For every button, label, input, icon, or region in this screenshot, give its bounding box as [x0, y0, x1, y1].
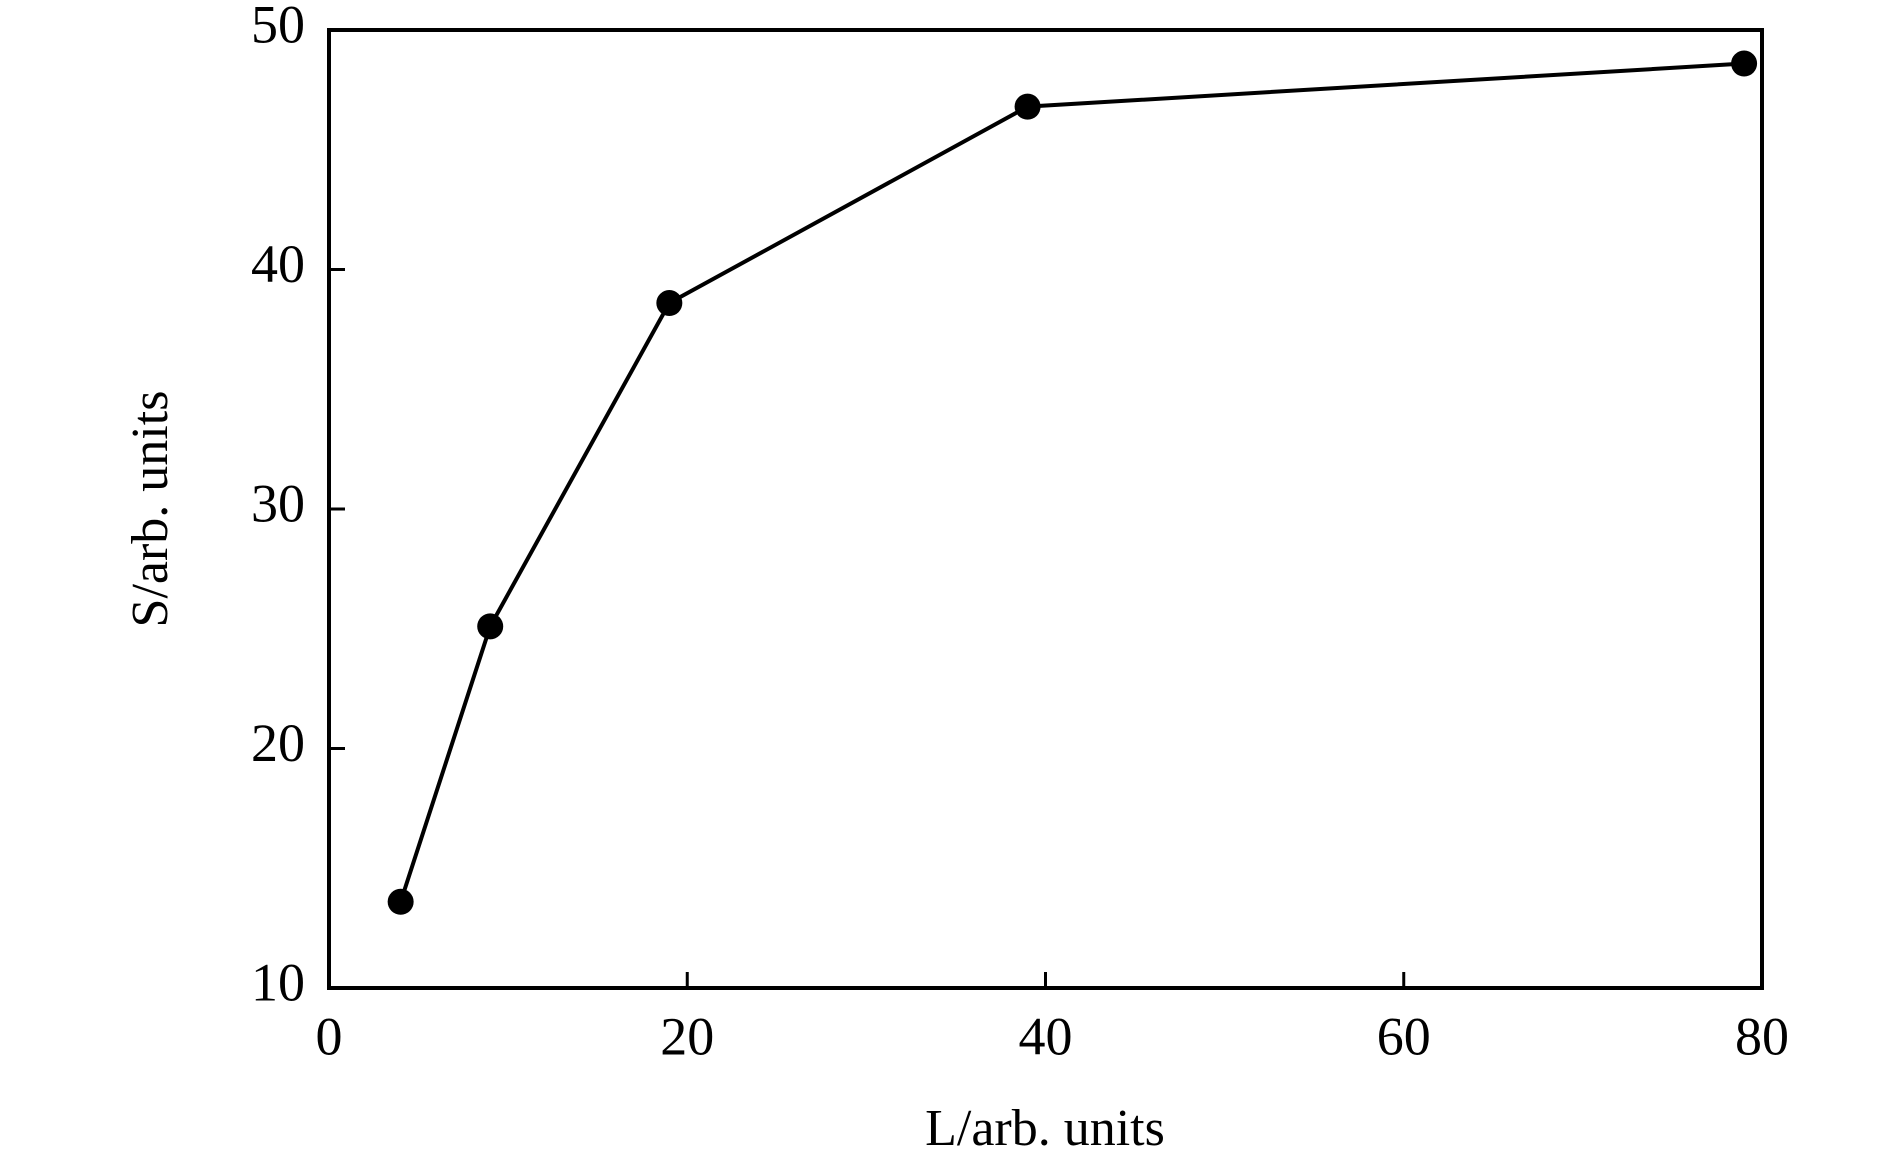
x-tick-label: 20	[660, 1006, 714, 1066]
y-tick-label: 40	[251, 234, 305, 294]
data-point	[1014, 93, 1041, 120]
y-tick-label: 50	[251, 0, 305, 54]
x-tick-label: 60	[1377, 1006, 1431, 1066]
y-tick-label: 20	[251, 713, 305, 773]
data-point	[477, 613, 504, 640]
data-point	[1731, 50, 1758, 77]
x-axis-label: L/arb. units	[925, 1100, 1165, 1157]
x-tick-label: 80	[1735, 1006, 1789, 1066]
data-line	[398, 61, 1745, 903]
y-tick-label: 30	[251, 473, 305, 533]
x-tick-label: 0	[316, 1006, 343, 1066]
x-tick-label: 40	[1019, 1006, 1073, 1066]
data-point	[656, 290, 683, 317]
plot-frame	[327, 28, 1764, 990]
data-point	[387, 888, 414, 915]
y-tick-label: 10	[251, 952, 305, 1012]
y-axis-label: S/arb. units	[122, 391, 179, 628]
